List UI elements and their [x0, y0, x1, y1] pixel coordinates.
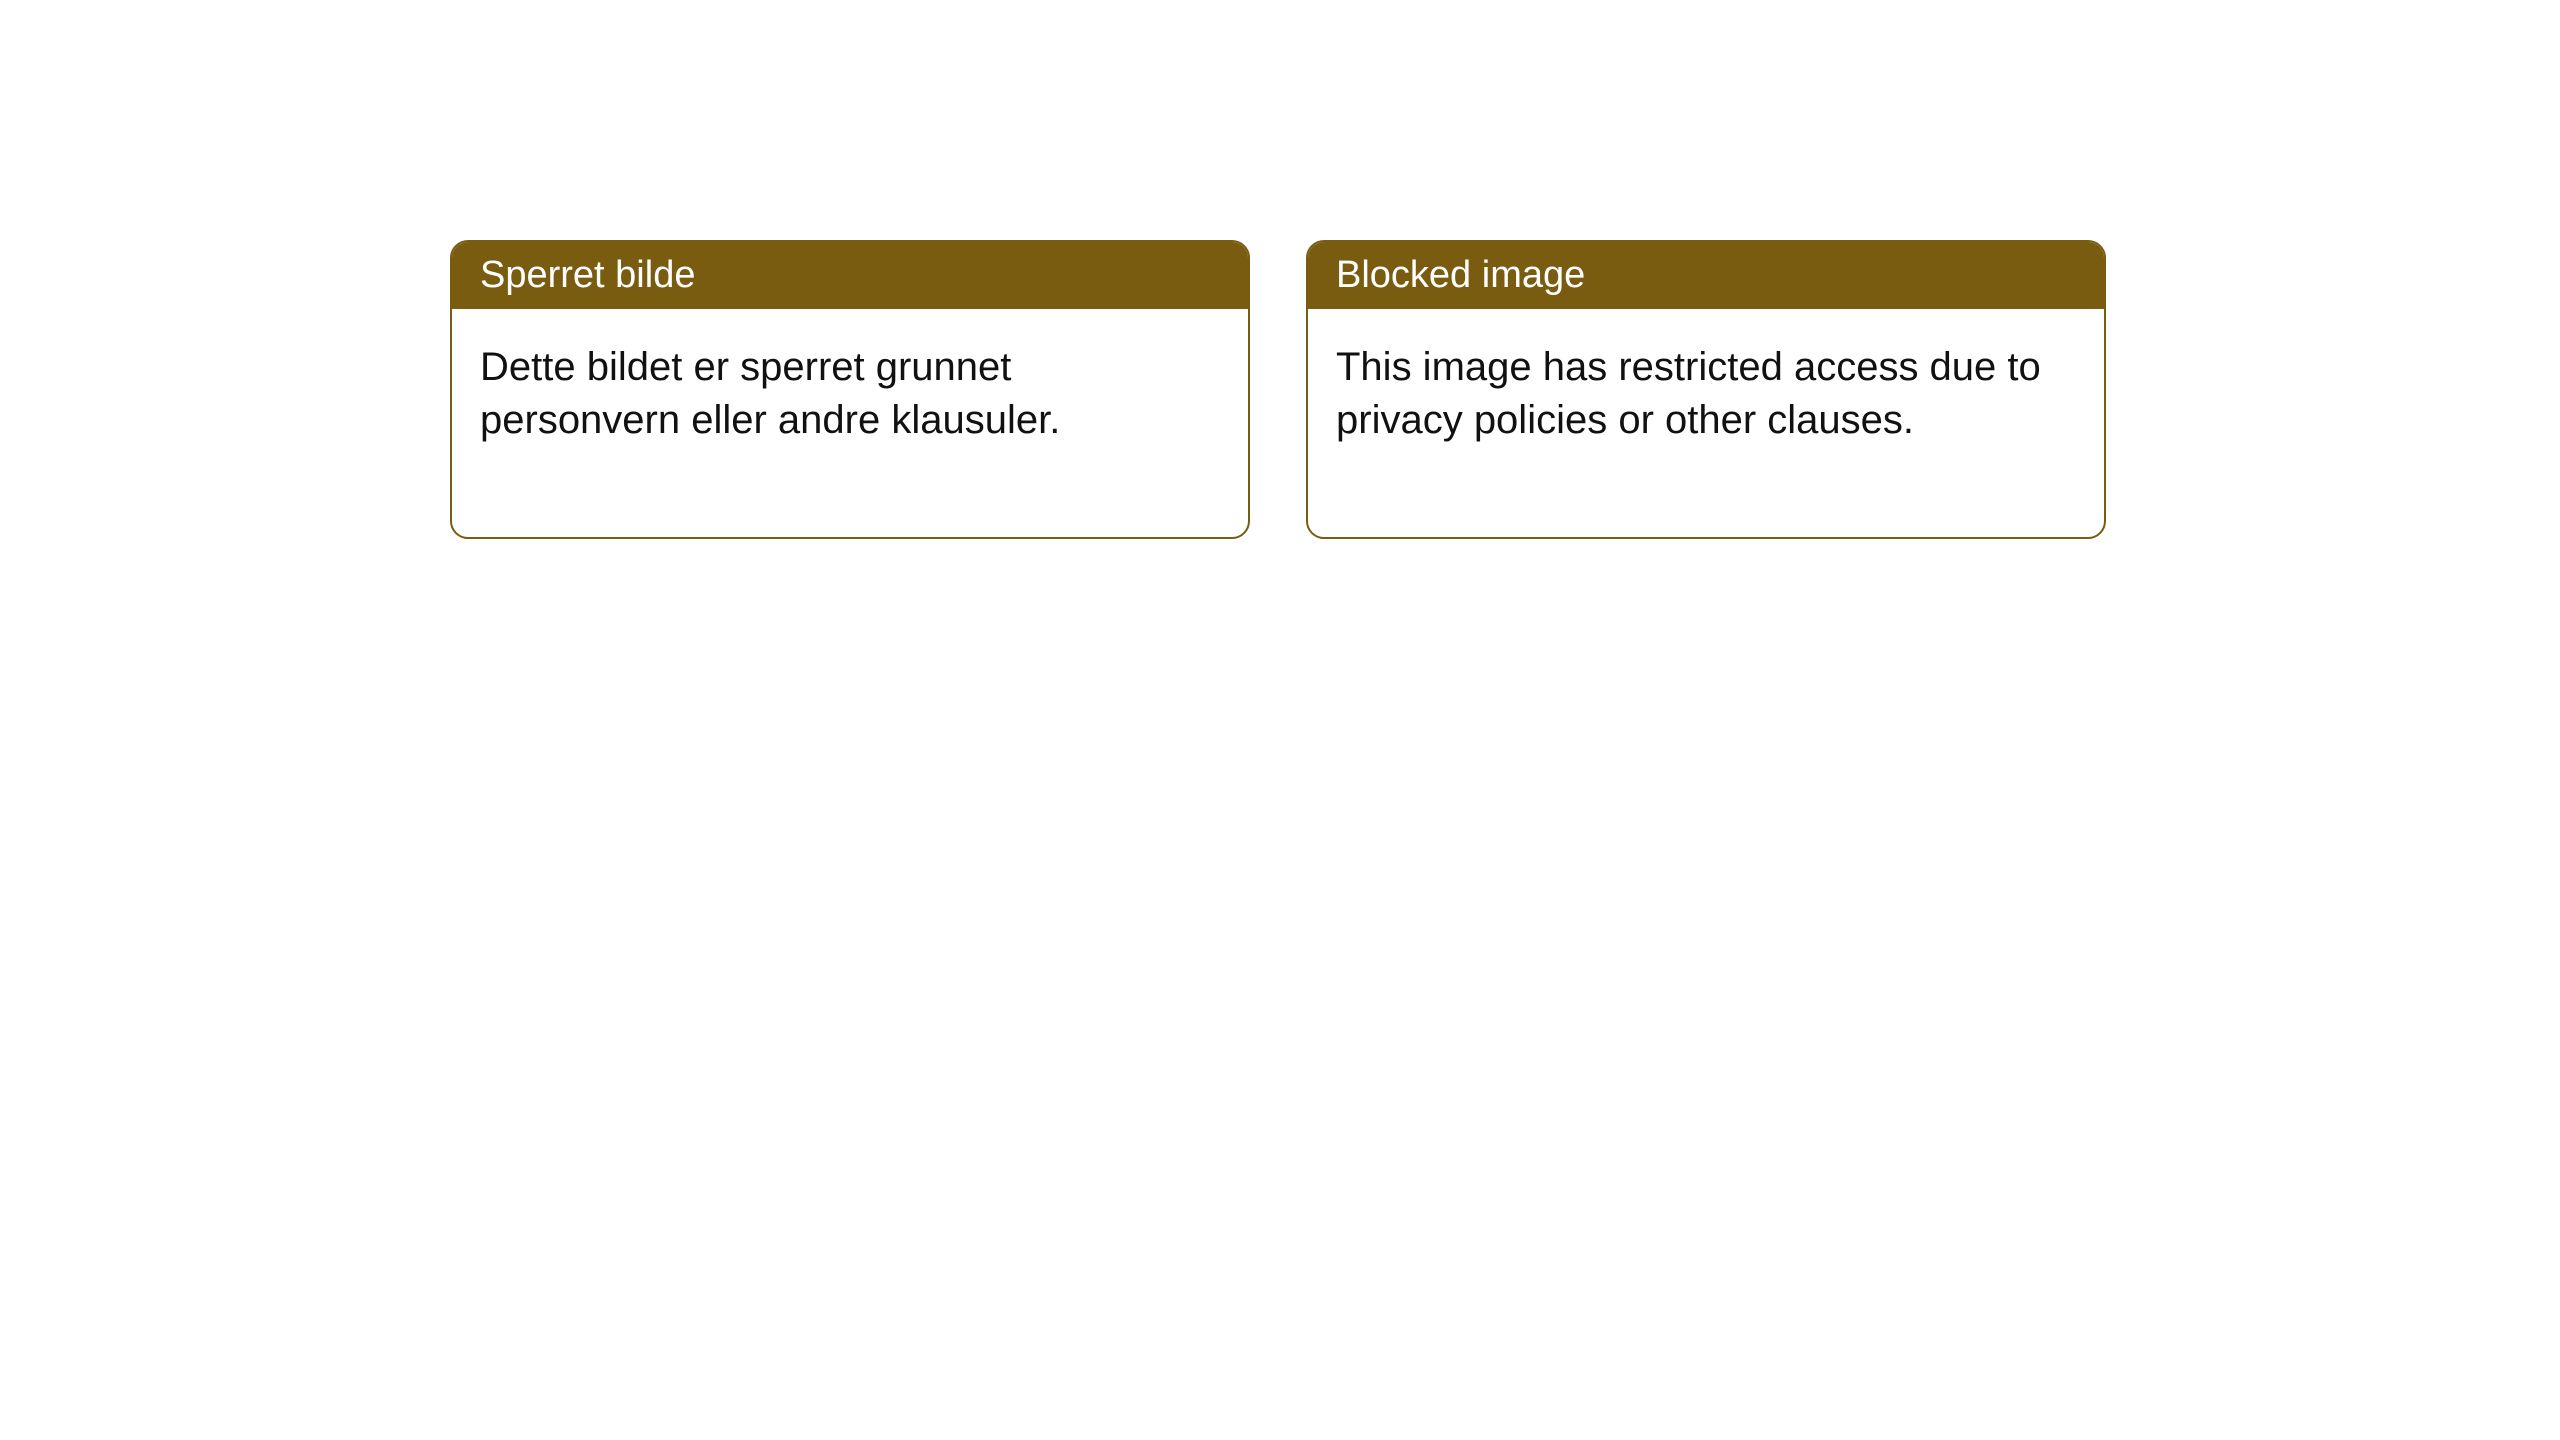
notice-container: Sperret bilde Dette bildet er sperret gr…: [450, 240, 2106, 539]
notice-card-norwegian: Sperret bilde Dette bildet er sperret gr…: [450, 240, 1250, 539]
notice-card-title: Blocked image: [1308, 242, 2104, 309]
notice-card-body: Dette bildet er sperret grunnet personve…: [452, 309, 1248, 537]
notice-card-title: Sperret bilde: [452, 242, 1248, 309]
notice-card-body: This image has restricted access due to …: [1308, 309, 2104, 537]
notice-card-english: Blocked image This image has restricted …: [1306, 240, 2106, 539]
